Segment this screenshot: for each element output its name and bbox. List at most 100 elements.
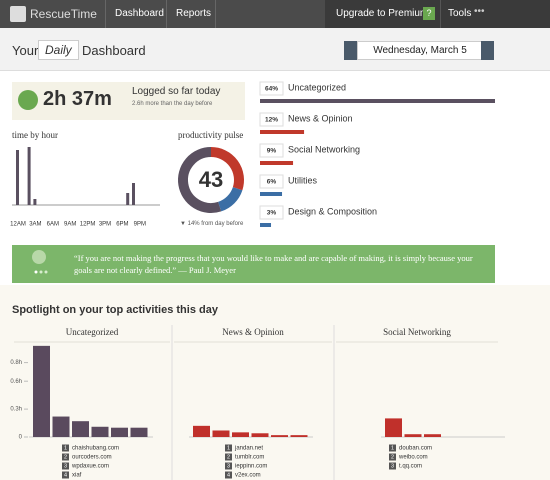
y-tick-label: 0.3h bbox=[10, 407, 22, 413]
panel-title: News & Opinion bbox=[222, 327, 284, 337]
category-bar bbox=[260, 130, 305, 134]
pulse-segment bbox=[210, 147, 244, 191]
upgrade-area bbox=[325, 0, 550, 28]
panel-title: Social Networking bbox=[383, 327, 451, 337]
legend-name: chaishubang.com bbox=[72, 446, 119, 452]
activity-bar bbox=[33, 345, 50, 437]
next-day-button[interactable] bbox=[481, 41, 494, 60]
legend-name: weibo.com bbox=[398, 455, 428, 461]
pulse-score: 43 bbox=[199, 167, 223, 192]
hour-tick-label: 12PM bbox=[80, 222, 96, 228]
hour-tick-label: 9AM bbox=[64, 222, 76, 228]
spotlight-area bbox=[0, 285, 550, 480]
category-bar bbox=[260, 161, 294, 165]
prev-day-button[interactable] bbox=[344, 41, 357, 60]
dashboard-label: Dashboard bbox=[82, 43, 146, 58]
legend-rank: 3 bbox=[391, 463, 394, 469]
activity-bar bbox=[52, 416, 70, 437]
activity-bar bbox=[91, 426, 109, 437]
category-name: Uncategorized bbox=[288, 82, 346, 92]
pager-dot bbox=[39, 270, 43, 274]
legend-rank: 4 bbox=[64, 472, 67, 478]
percent-badge bbox=[259, 205, 284, 220]
activity-bar bbox=[193, 425, 210, 437]
nav-link[interactable]: Dashboard bbox=[115, 8, 164, 19]
percent-label: 6% bbox=[267, 179, 277, 186]
hour-bar bbox=[27, 147, 31, 205]
pager-dot bbox=[44, 270, 48, 274]
separator bbox=[440, 0, 441, 28]
legend-name: ieppinn.com bbox=[235, 464, 267, 470]
legend-rank: 1 bbox=[64, 445, 67, 451]
category-bar bbox=[260, 223, 272, 227]
legend-rank-box bbox=[225, 462, 232, 470]
legend-name: xiaf bbox=[72, 473, 82, 479]
category-name: Design & Composition bbox=[288, 206, 377, 216]
legend-name: wpdaxue.com bbox=[71, 464, 109, 470]
hour-bar bbox=[16, 150, 19, 205]
activity-bar bbox=[130, 427, 148, 437]
percent-badge bbox=[259, 81, 284, 96]
pulse-title: productivity pulse bbox=[178, 130, 244, 140]
category-bar bbox=[260, 99, 495, 103]
legend-rank: 2 bbox=[227, 454, 230, 460]
separator bbox=[105, 0, 106, 28]
more-menu[interactable]: ••• bbox=[474, 6, 485, 17]
hour-tick-label: 3PM bbox=[99, 222, 111, 228]
y-tick-label: 0.6h bbox=[10, 379, 22, 385]
percent-label: 64% bbox=[265, 86, 278, 93]
pager-dot bbox=[34, 270, 38, 274]
upgrade-link[interactable]: Upgrade to Premium bbox=[336, 8, 429, 19]
hour-tick-label: 12AM bbox=[10, 222, 26, 228]
activity-bar bbox=[111, 427, 128, 437]
legend-rank-box bbox=[389, 453, 396, 461]
y-tick-label: 0.8h bbox=[10, 360, 22, 366]
period-select[interactable]: Daily bbox=[38, 40, 79, 60]
logged-label: Logged so far today bbox=[132, 86, 221, 97]
nav-link[interactable]: Reports bbox=[176, 8, 212, 19]
legend-name: v2ex.com bbox=[235, 473, 261, 479]
activity-bar bbox=[271, 435, 288, 437]
category-bar bbox=[260, 192, 283, 196]
date-picker[interactable]: Wednesday, March 5 bbox=[357, 41, 483, 60]
legend-name: douban.com bbox=[399, 446, 432, 452]
activity-bar bbox=[251, 433, 269, 437]
legend-rank: 3 bbox=[227, 463, 230, 469]
hour-bar bbox=[33, 199, 37, 205]
activity-bar bbox=[404, 434, 422, 437]
logo-icon bbox=[10, 6, 26, 22]
help-button[interactable]: ? bbox=[423, 7, 435, 20]
quote-box bbox=[12, 245, 495, 283]
category-name: News & Opinion bbox=[288, 113, 353, 123]
info-icon bbox=[32, 250, 46, 264]
legend-rank-box bbox=[389, 462, 396, 470]
legend-rank-box bbox=[62, 462, 69, 470]
quote-text: “If you are not making the progress that… bbox=[74, 253, 473, 275]
legend-rank: 1 bbox=[227, 445, 230, 451]
activity-bar bbox=[232, 432, 249, 437]
hour-tick-label: 3AM bbox=[29, 222, 41, 228]
hour-bar bbox=[126, 193, 130, 205]
percent-label: 3% bbox=[267, 210, 277, 217]
legend-rank: 2 bbox=[64, 454, 67, 460]
legend-rank-box bbox=[62, 444, 69, 452]
logo[interactable]: RescueTime bbox=[30, 7, 97, 21]
hour-tick-label: 6AM bbox=[47, 222, 59, 228]
hour-tick-label: 9PM bbox=[134, 222, 146, 228]
separator bbox=[215, 0, 216, 28]
panel-title: Uncategorized bbox=[66, 327, 119, 337]
y-tick-label: 0 bbox=[19, 435, 23, 441]
tools-menu[interactable]: Tools bbox=[448, 8, 472, 19]
legend-rank-box bbox=[62, 471, 69, 479]
hour-bar bbox=[132, 183, 135, 205]
category-name: Social Networking bbox=[288, 144, 360, 154]
percent-label: 9% bbox=[267, 148, 277, 155]
percent-badge bbox=[259, 112, 284, 127]
legend-name: jandan.net bbox=[234, 446, 263, 452]
legend-rank-box bbox=[225, 444, 232, 452]
legend-rank-box bbox=[389, 444, 396, 452]
legend-rank: 4 bbox=[227, 472, 230, 478]
logged-sub: 2.6h more than the day before bbox=[132, 101, 213, 107]
